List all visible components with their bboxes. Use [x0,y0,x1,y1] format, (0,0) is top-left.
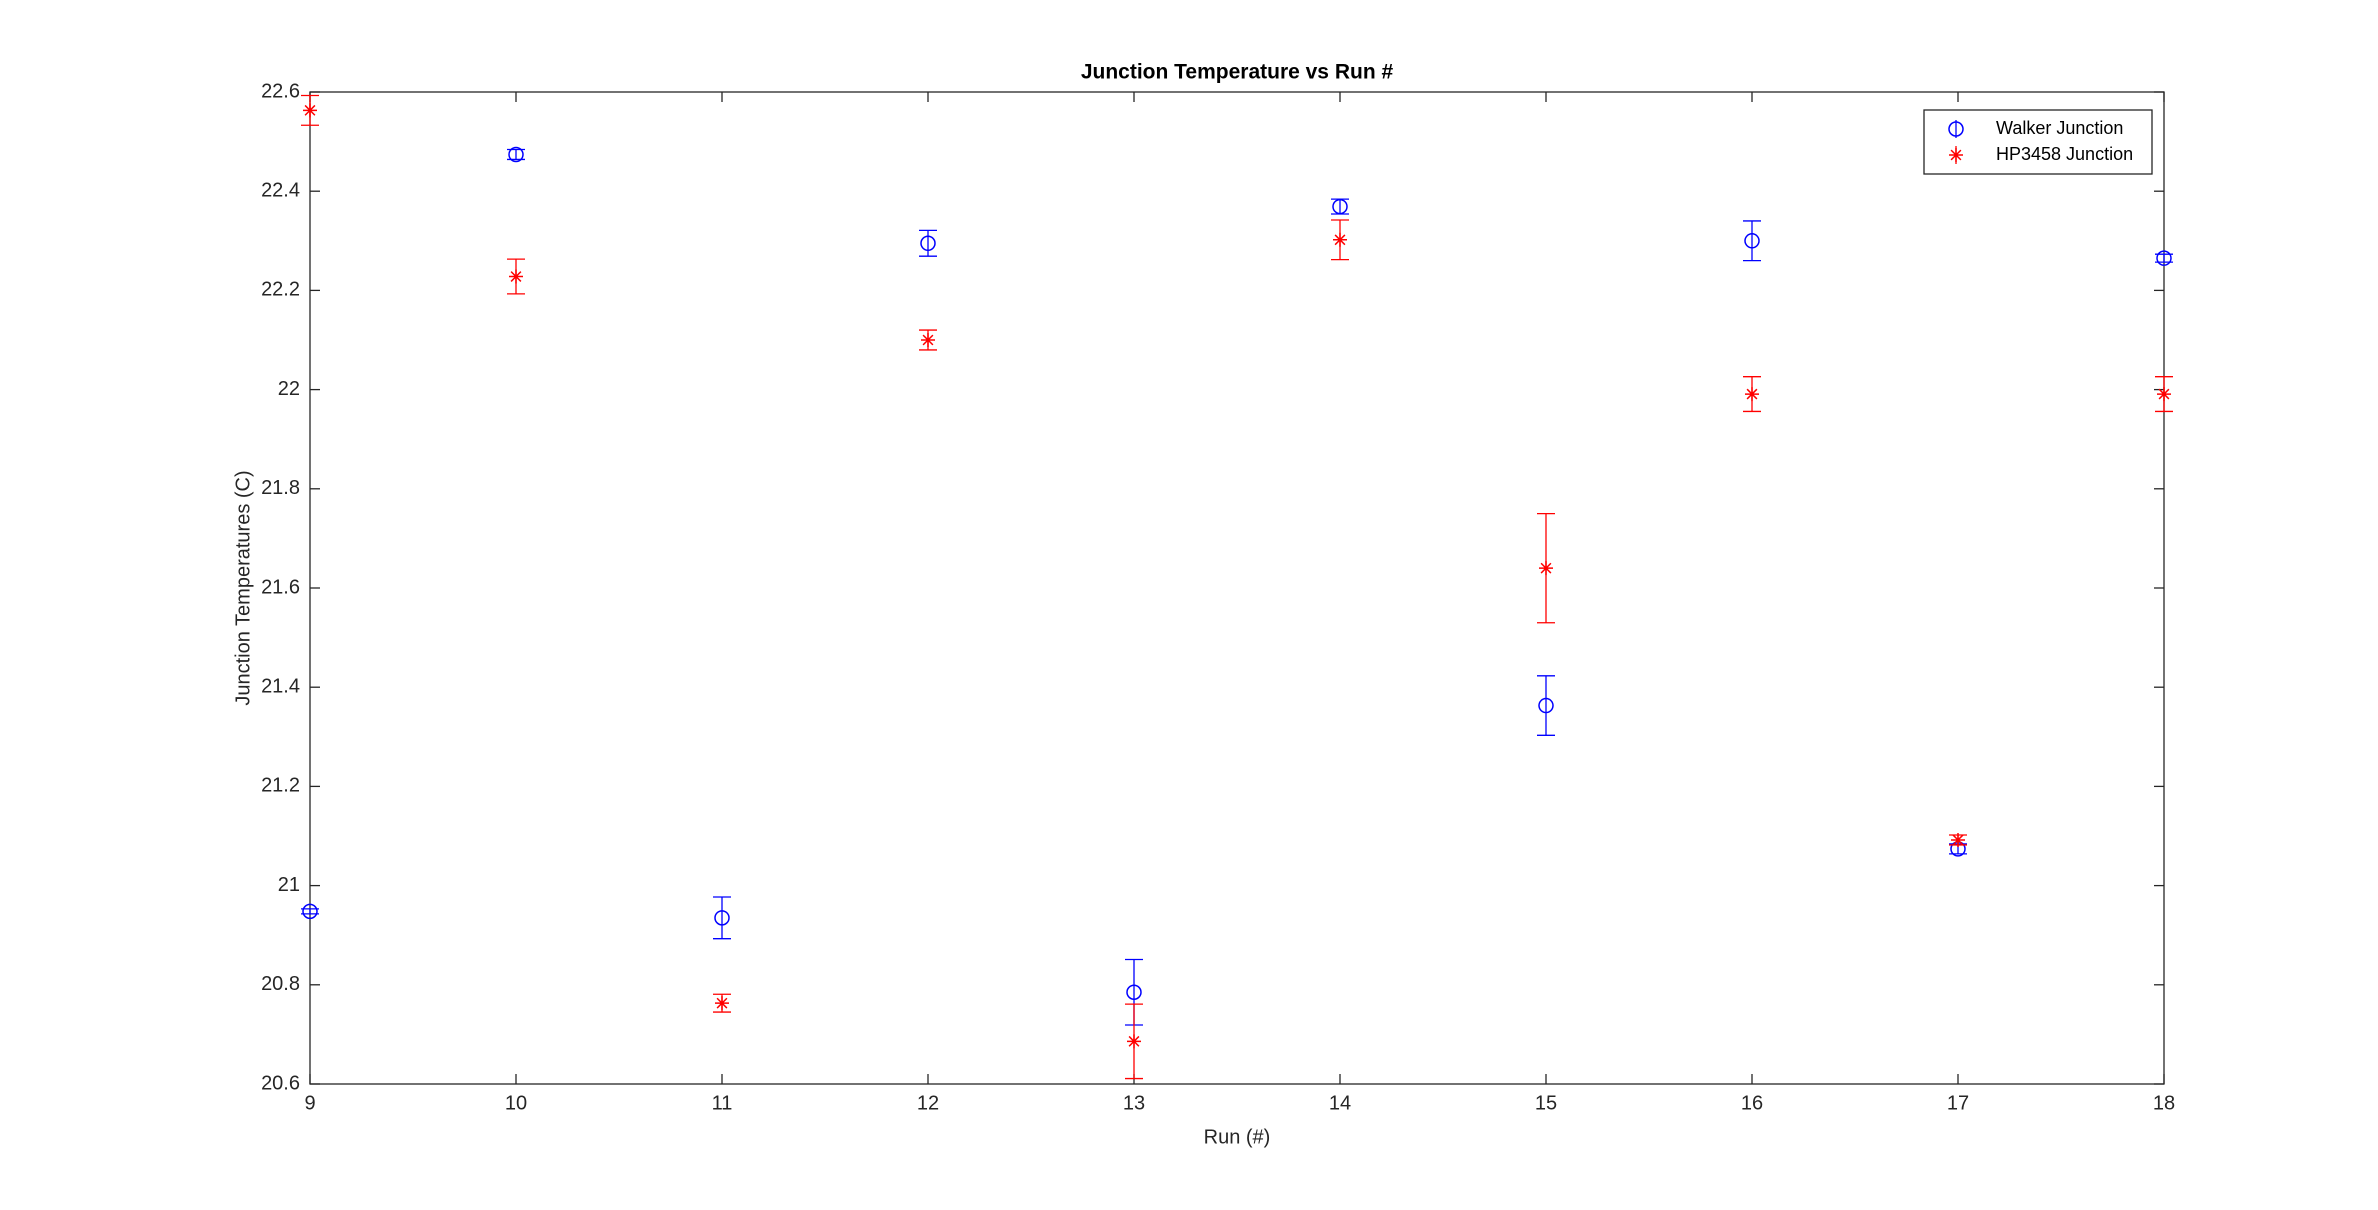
marker [302,903,318,920]
y-tick-label: 22.6 [261,80,300,102]
x-tick-label: 17 [1947,1092,1969,1114]
y-tick-label: 22.2 [261,279,300,301]
y-tick-label: 21 [278,874,300,896]
marker [2157,387,2171,402]
error-bar [713,896,731,940]
marker [1332,198,1348,215]
error-bar [1537,675,1555,736]
marker [921,333,935,347]
x-tick-label: 11 [712,1092,733,1114]
y-tick-label: 21.2 [261,775,300,797]
marker [1539,561,1553,576]
y-tick-label: 22 [278,378,300,400]
x-tick-label: 18 [2153,1092,2175,1114]
error-bar [1743,220,1761,262]
marker [2156,250,2172,266]
marker [1745,387,1759,402]
x-tick-label: 15 [1535,1092,1557,1114]
y-tick-label: 22.4 [261,179,300,201]
y-tick-label: 21.8 [261,477,300,499]
y-tick-label: 20.6 [261,1072,300,1094]
marker [715,996,729,1011]
y-axis-label: Junction Temperatures (C) [232,470,254,705]
legend-label: HP3458 Junction [1996,144,2133,164]
marker [1951,832,1965,847]
marker [920,235,936,252]
marker [714,910,730,926]
marker [303,103,317,118]
y-tick-label: 21.4 [261,675,300,697]
legend-label: Walker Junction [1996,118,2123,138]
legend-marker [1949,148,1963,162]
x-tick-label: 16 [1741,1092,1763,1114]
marker [1127,1034,1141,1049]
marker [1744,233,1760,249]
error-bar [919,229,937,257]
marker [1126,984,1142,1000]
marker [1538,697,1554,714]
marker [509,269,523,284]
x-tick-label: 9 [304,1092,315,1114]
legend-marker [1948,121,1964,137]
error-bar [507,148,525,161]
x-tick-label: 10 [505,1092,527,1114]
y-tick-label: 20.8 [261,973,300,995]
chart-title: Junction Temperature vs Run # [1081,61,1394,84]
y-tick-label: 21.6 [261,576,300,598]
marker [1333,232,1347,247]
x-tick-label: 13 [1123,1092,1145,1114]
x-axis-label: Run (#) [1204,1126,1271,1148]
x-tick-label: 12 [917,1092,939,1114]
legend-box [1923,109,2153,175]
marker [508,146,524,163]
x-tick-label: 14 [1329,1092,1351,1114]
